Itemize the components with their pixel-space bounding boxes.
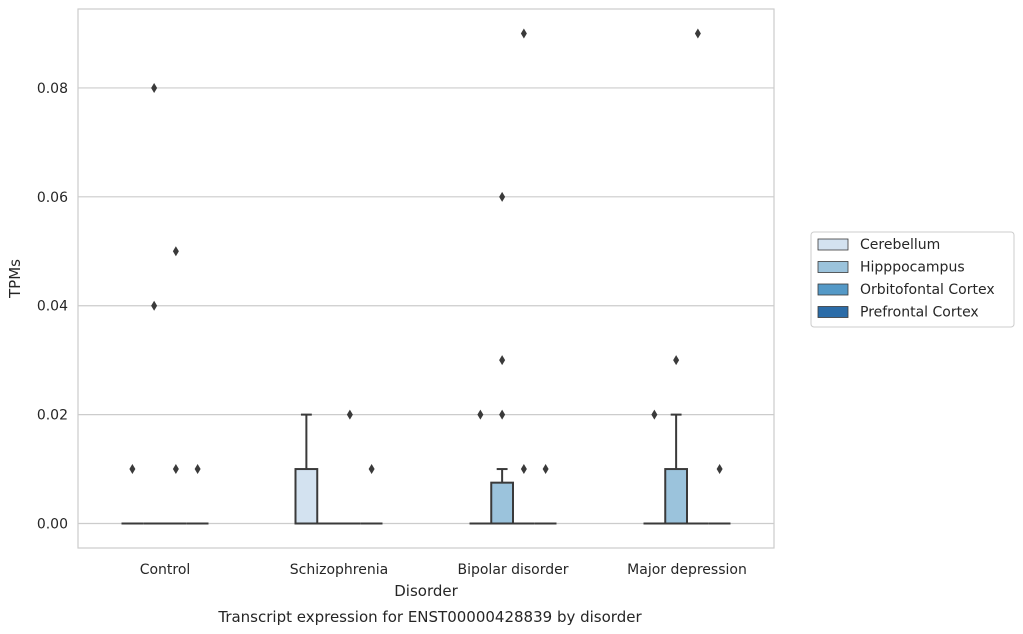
legend[interactable]: Cerebellum Hipppocampus Orbitofontal Corte… bbox=[810, 231, 1015, 328]
outlier-point bbox=[172, 246, 179, 257]
outlier-point bbox=[716, 464, 723, 475]
legend-label: Hipppocampus bbox=[860, 260, 965, 276]
legend-swatch bbox=[817, 261, 849, 273]
box-body bbox=[294, 468, 319, 525]
chart-title: Transcript expression for ENST0000042883… bbox=[217, 608, 642, 626]
outlier-point bbox=[520, 464, 527, 475]
legend-item[interactable]: Prefrontal Cortex bbox=[817, 305, 979, 321]
outlier-point bbox=[368, 464, 375, 475]
outlier-point bbox=[151, 300, 158, 311]
legend-frame bbox=[810, 231, 1015, 328]
legend-label: Cerebellum bbox=[860, 237, 940, 253]
outlier-point bbox=[129, 464, 136, 475]
y-axis-label: TPMs bbox=[6, 259, 24, 299]
y-tick-label: 0.00 bbox=[37, 517, 68, 533]
outlier-point bbox=[499, 409, 506, 420]
outlier-point bbox=[694, 28, 701, 39]
y-tick-label: 0.02 bbox=[37, 408, 68, 424]
legend-item[interactable]: Cerebellum bbox=[817, 237, 940, 253]
y-axis-ticks: 0.00 0.02 0.04 0.06 0.08 bbox=[37, 81, 68, 533]
outlier-point bbox=[172, 464, 179, 475]
x-tick-label: Control bbox=[140, 562, 191, 578]
outlier-point bbox=[673, 355, 680, 366]
x-tick-label: Major depression bbox=[627, 562, 747, 578]
outlier-point bbox=[346, 409, 353, 420]
box-hipppocampus bbox=[664, 413, 688, 525]
outlier-point bbox=[499, 191, 506, 202]
legend-item[interactable]: Hipppocampus bbox=[817, 260, 965, 276]
y-tick-label: 0.08 bbox=[37, 81, 68, 97]
boxes bbox=[121, 413, 731, 525]
outlier-point bbox=[194, 464, 201, 475]
box-body bbox=[490, 481, 514, 525]
legend-swatch bbox=[817, 283, 849, 296]
y-tick-label: 0.04 bbox=[37, 299, 68, 315]
y-tick-label: 0.06 bbox=[37, 190, 68, 206]
outlier-point bbox=[477, 409, 484, 420]
box-cerebellum bbox=[294, 413, 319, 525]
legend-label: Prefrontal Cortex bbox=[860, 305, 979, 321]
legend-swatch bbox=[817, 306, 849, 318]
box-hipppocampus bbox=[490, 468, 514, 525]
legend-swatch bbox=[817, 238, 849, 251]
x-axis-label: Disorder bbox=[394, 582, 458, 600]
x-tick-label: Bipolar disorder bbox=[457, 562, 568, 578]
plot-area-frame bbox=[77, 8, 775, 549]
x-tick-label: Schizophrenia bbox=[290, 562, 388, 578]
x-axis-ticks: Control Schizophrenia Bipolar disorder Majo… bbox=[140, 562, 747, 578]
legend-label: Orbitofontal Cortex bbox=[860, 282, 995, 298]
gridlines bbox=[78, 87, 774, 525]
outlier-point bbox=[542, 464, 549, 475]
outlier-point bbox=[151, 82, 158, 93]
legend-item[interactable]: Orbitofontal Cortex bbox=[817, 282, 995, 298]
outlier-point bbox=[651, 409, 658, 420]
box-body bbox=[664, 468, 688, 525]
outlier-point bbox=[520, 28, 527, 39]
outlier-point bbox=[499, 355, 506, 366]
outliers bbox=[129, 28, 723, 475]
